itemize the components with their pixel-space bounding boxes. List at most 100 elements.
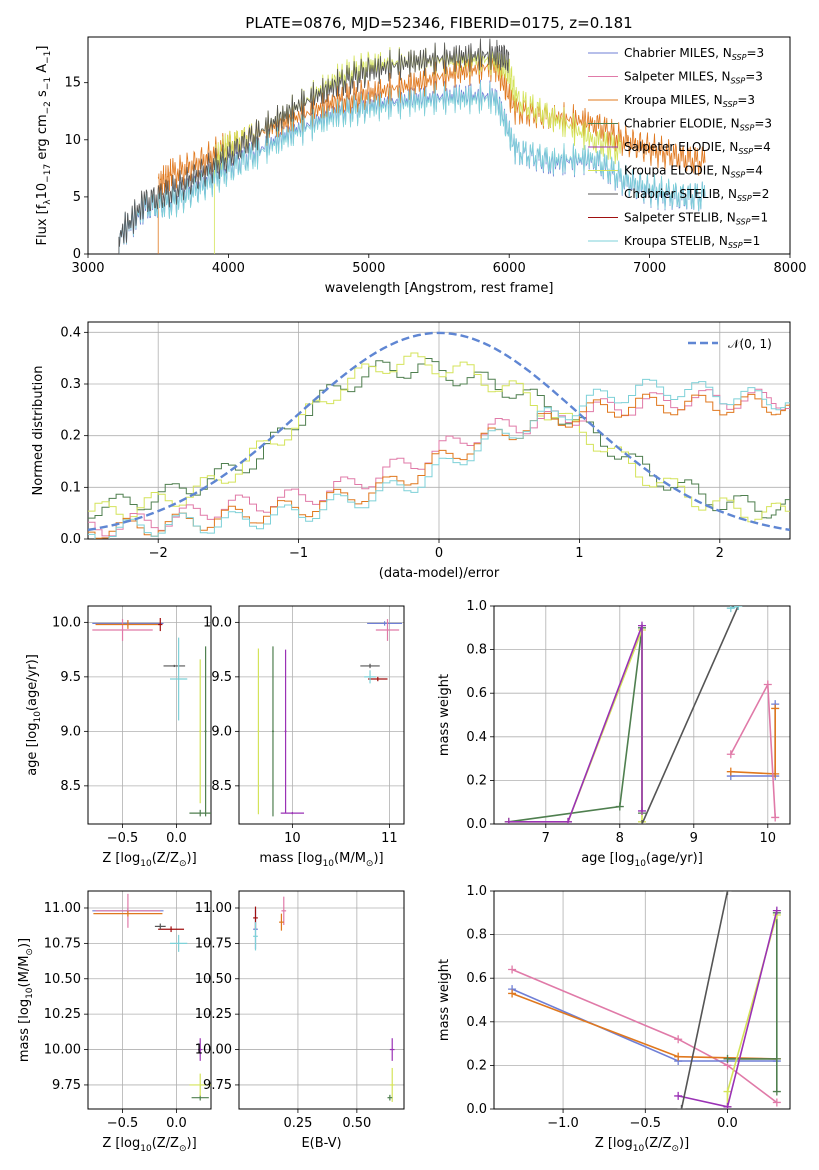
weight-line bbox=[727, 912, 778, 1092]
weight-marker bbox=[508, 965, 517, 974]
y-tick-label: 11.00 bbox=[195, 901, 232, 916]
weight-marker bbox=[726, 767, 735, 776]
weight-line bbox=[511, 992, 777, 1060]
y-tick-label: 9.5 bbox=[211, 670, 232, 685]
weight-line bbox=[641, 606, 739, 824]
weight-marker bbox=[638, 806, 646, 815]
panel-age-vs-z: −0.5 0.0 8.5 9.0 9.5 10.0 Z [log10(Z/Z⊙)] age [… bbox=[25, 605, 212, 869]
x-tick-label: −1 bbox=[289, 546, 308, 561]
x-tick-label: 2 bbox=[716, 546, 724, 561]
weight-line bbox=[730, 681, 776, 818]
weight-marker bbox=[638, 820, 646, 824]
y-tick-label: 8.5 bbox=[60, 779, 81, 794]
y-tick-label: 0.2 bbox=[466, 773, 487, 788]
weight-marker bbox=[564, 817, 572, 824]
y-axis-label: mass [log10(M/M⊙)] bbox=[17, 938, 35, 1062]
weight-marker bbox=[763, 680, 772, 689]
plot-area bbox=[257, 619, 403, 817]
spectrum-line bbox=[118, 38, 510, 247]
y-tick-label: 10.50 bbox=[44, 972, 81, 987]
plot-area bbox=[92, 893, 211, 1101]
y-tick-label: 0.8 bbox=[466, 928, 487, 943]
weight-line bbox=[680, 891, 729, 1109]
y-tick-label: 10.75 bbox=[195, 936, 232, 951]
x-tick-label: −0.5 bbox=[629, 1116, 661, 1131]
weight-marker bbox=[772, 906, 781, 915]
x-axis-label: mass [log10(M/M⊙)] bbox=[259, 851, 383, 869]
y-tick-label: 0.4 bbox=[60, 325, 81, 340]
x-axis-label: Z [log10(Z/Z⊙)] bbox=[102, 851, 196, 869]
plot-frame bbox=[238, 890, 405, 1110]
y-tick-label: 5 bbox=[73, 190, 81, 205]
y-tick-label: 0.0 bbox=[466, 1102, 487, 1117]
plot-area bbox=[253, 896, 395, 1102]
y-tick-label: 0.4 bbox=[466, 730, 487, 745]
y-tick-label: 0.2 bbox=[466, 1058, 487, 1073]
panel-residuals: −2 −1 0 1 2 0.0 0.1 0.2 0.3 0.4 (data-model)/error… bbox=[31, 321, 791, 581]
y-tick-label: 0.2 bbox=[60, 429, 81, 444]
legend-entry: 𝒩(0, 1) bbox=[728, 337, 772, 351]
x-tick-label: 7000 bbox=[633, 261, 666, 276]
legend-entry: Kroupa STELIB, NSSP=1 bbox=[624, 234, 760, 250]
y-tick-label: 0.8 bbox=[466, 643, 487, 658]
weight-marker bbox=[772, 1054, 781, 1063]
spectrum-line bbox=[157, 50, 706, 200]
x-tick-label: 0.0 bbox=[166, 1116, 187, 1131]
x-tick-label: 7 bbox=[542, 831, 550, 846]
y-tick-label: 8.5 bbox=[211, 779, 232, 794]
weight-marker bbox=[723, 1054, 732, 1063]
x-tick-label: 0.25 bbox=[283, 1116, 312, 1131]
y-tick-label: 0.4 bbox=[466, 1015, 487, 1030]
y-tick-label: 0 bbox=[73, 247, 81, 262]
y-tick-label: 10.25 bbox=[44, 1007, 81, 1022]
x-tick-label: 3000 bbox=[71, 261, 104, 276]
legend-entry: Kroupa ELODIE, NSSP=4 bbox=[624, 164, 763, 180]
y-tick-label: 9.0 bbox=[211, 724, 232, 739]
x-tick-label: −1.0 bbox=[547, 1116, 579, 1131]
panel-spectrum: 3000 4000 5000 6000 7000 8000 0 5 10 15 wavelength… bbox=[35, 36, 807, 296]
x-tick-label: 8 bbox=[616, 831, 624, 846]
x-tick-label: −0.5 bbox=[107, 1116, 139, 1131]
x-tick-label: −2 bbox=[149, 546, 168, 561]
gaussian-curve bbox=[88, 331, 790, 532]
y-axis-label: age [log10(age/yr)] bbox=[25, 654, 43, 776]
legend: Chabrier MILES, NSSP=3 Salpeter MILES, NS… bbox=[588, 46, 772, 250]
y-tick-label: 1.0 bbox=[466, 884, 487, 899]
x-axis-label: age [log10(age/yr)] bbox=[581, 851, 703, 869]
panel-massweight-vs-age: 7 8 9 10 0.0 0.2 0.4 0.6 0.8 1.0 age [log10(age/yr… bbox=[437, 599, 791, 869]
plot-area bbox=[92, 617, 211, 817]
x-axis-label: wavelength [Angstrom, rest frame] bbox=[325, 281, 554, 296]
plot-frame bbox=[238, 605, 405, 825]
weight-marker bbox=[772, 1087, 781, 1096]
y-tick-label: 10.00 bbox=[44, 1043, 81, 1058]
legend-entry: Salpeter ELODIE, NSSP=4 bbox=[624, 140, 771, 156]
x-tick-label: 0 bbox=[435, 546, 443, 561]
weight-marker bbox=[771, 813, 780, 822]
x-tick-label: 0.50 bbox=[342, 1116, 371, 1131]
weight-marker bbox=[677, 1105, 686, 1109]
weight-marker bbox=[772, 1098, 781, 1107]
weight-line bbox=[508, 627, 643, 823]
x-tick-label: 10 bbox=[284, 831, 301, 846]
residual-histogram bbox=[88, 393, 790, 539]
weight-marker bbox=[504, 817, 513, 824]
panel-mass-vs-z: −0.5 0.0 9.75 10.00 10.25 10.50 10.75 11.00 Z [l… bbox=[17, 890, 212, 1154]
y-tick-label: 10 bbox=[64, 133, 81, 148]
y-tick-label: 15 bbox=[64, 76, 81, 91]
x-axis-label: Z [log10(Z/Z⊙)] bbox=[102, 1136, 196, 1154]
weight-marker bbox=[674, 1035, 683, 1044]
x-axis-label: Z [log10(Z/Z⊙)] bbox=[595, 1136, 689, 1154]
x-tick-label: 0.0 bbox=[166, 831, 187, 846]
plot-frame bbox=[87, 36, 791, 255]
x-tick-label: 4000 bbox=[212, 261, 245, 276]
weight-marker bbox=[674, 1052, 683, 1061]
legend-entry: Kroupa MILES, NSSP=3 bbox=[624, 93, 755, 109]
x-tick-label: 8000 bbox=[773, 261, 806, 276]
y-tick-label: 0.0 bbox=[60, 532, 81, 547]
weight-marker bbox=[726, 750, 735, 759]
y-tick-label: 9.0 bbox=[60, 724, 81, 739]
weight-marker bbox=[723, 1102, 732, 1109]
legend-entry: Chabrier ELODIE, NSSP=3 bbox=[624, 117, 772, 133]
panel-age-vs-mass: 10 11 8.5 9.0 9.5 10.0 mass [log10(M/M⊙)] bbox=[203, 605, 405, 869]
